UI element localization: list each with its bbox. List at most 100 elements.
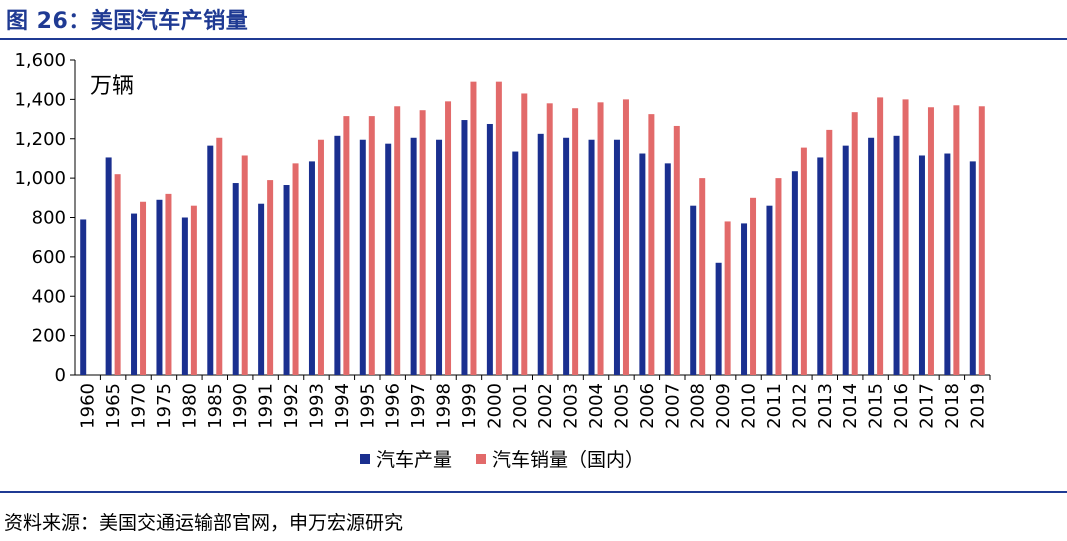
x-tick-label: 2017	[916, 383, 937, 429]
x-tick-label: 1995	[357, 383, 378, 429]
y-tick-label: 0	[55, 365, 66, 386]
chart-bars	[80, 81, 985, 375]
legend-swatch-production	[360, 453, 370, 464]
bar-production	[283, 185, 290, 375]
bar-sales	[775, 178, 782, 375]
legend-label-sales: 汽车销量（国内）	[492, 449, 645, 471]
x-tick-label: 2018	[942, 383, 963, 429]
bar-production	[969, 161, 976, 375]
y-tick-label: 600	[32, 247, 66, 268]
bar-production	[690, 205, 697, 375]
bar-sales	[953, 105, 960, 375]
x-tick-label: 1998	[434, 383, 455, 429]
x-tick-label: 1994	[332, 383, 353, 429]
x-tick-label: 1965	[103, 383, 124, 429]
legend-item-production: 汽车产量	[360, 445, 452, 472]
x-tick-label: 2000	[484, 383, 505, 429]
x-tick-label: 1996	[383, 383, 404, 429]
bar-production	[436, 139, 443, 375]
bar-production	[842, 145, 849, 375]
bar-production	[512, 151, 519, 375]
chart-labels: 0 200 400 600 800 1,000 1,200 1,400 1,600 1960 196…	[14, 50, 988, 429]
bar-sales	[343, 116, 350, 375]
bar-sales	[648, 114, 655, 375]
x-tick-label: 2009	[713, 383, 734, 429]
bar-sales	[902, 99, 909, 375]
bar-production	[207, 145, 214, 375]
bar-sales	[546, 103, 553, 375]
bar-production	[944, 153, 951, 375]
bar-sales	[445, 101, 452, 375]
bar-production	[156, 199, 163, 375]
bar-sales	[851, 112, 858, 375]
bar-production	[639, 153, 646, 375]
bar-sales	[267, 180, 274, 375]
x-tick-label: 2007	[662, 383, 683, 429]
bar-sales	[394, 106, 401, 375]
bar-sales	[241, 155, 248, 375]
bar-production	[80, 219, 87, 375]
x-tick-label: 1991	[256, 383, 277, 429]
bar-sales	[724, 221, 731, 375]
x-tick-label: 1970	[129, 383, 150, 429]
bar-sales	[419, 110, 426, 375]
bar-sales	[978, 106, 985, 375]
x-tick-label: 2008	[688, 383, 709, 429]
bar-production	[486, 123, 493, 375]
x-tick-label: 2011	[764, 383, 785, 429]
bar-sales	[114, 174, 121, 375]
bar-production	[766, 205, 773, 375]
y-tick-label: 200	[32, 326, 66, 347]
legend-swatch-sales	[476, 453, 487, 464]
x-tick-label: 2004	[586, 383, 607, 429]
x-tick-label: 2019	[967, 383, 988, 429]
x-tick-label: 1992	[281, 383, 302, 429]
bar-sales	[927, 107, 934, 375]
x-tick-label: 2015	[866, 383, 887, 429]
x-tick-label: 2002	[535, 383, 556, 429]
x-tick-label: 1975	[154, 383, 175, 429]
bar-production	[410, 137, 417, 375]
x-tick-label: 2010	[739, 383, 760, 429]
x-tick-label: 1980	[179, 383, 200, 429]
bar-sales	[190, 205, 197, 375]
x-tick-label: 2006	[637, 383, 658, 429]
bar-sales	[673, 125, 680, 375]
legend: 汽车产量 汽车销量（国内）	[360, 445, 668, 472]
y-tick-label: 1,200	[14, 129, 66, 150]
legend-item-sales: 汽车销量（国内）	[476, 445, 644, 472]
bar-sales	[292, 163, 299, 375]
bar-sales	[165, 193, 172, 375]
figure-title: 图 26：美国汽车产销量	[6, 9, 249, 34]
bar-production	[893, 135, 900, 375]
x-tick-label: 1997	[408, 383, 429, 429]
x-tick-label: 2003	[561, 383, 582, 429]
x-tick-label: 2012	[789, 383, 810, 429]
bar-production	[664, 163, 671, 375]
bar-sales	[622, 99, 629, 375]
bar-production	[308, 161, 315, 375]
source-note: 资料来源：美国交通运输部官网，申万宏源研究	[4, 512, 404, 534]
bar-production	[258, 203, 265, 375]
unit-label: 万辆	[90, 74, 135, 99]
bar-production	[715, 262, 722, 375]
bar-production	[563, 137, 570, 375]
bar-production	[334, 135, 341, 375]
bar-sales	[572, 108, 579, 375]
bar-sales	[317, 139, 324, 375]
x-tick-label: 1990	[230, 383, 251, 429]
y-tick-label: 1,400	[14, 89, 66, 110]
bar-production	[817, 157, 824, 375]
bar-production	[613, 139, 620, 375]
bar-production	[359, 139, 366, 375]
x-tick-label: 2014	[840, 383, 861, 429]
bar-sales	[800, 147, 807, 375]
bar-sales	[216, 137, 223, 375]
bar-sales	[140, 201, 147, 375]
bar-sales	[521, 93, 528, 375]
y-tick-label: 400	[32, 286, 66, 307]
bar-production	[105, 157, 112, 375]
x-tick-label: 1960	[78, 383, 99, 429]
bar-production	[868, 137, 875, 375]
bar-sales	[470, 81, 477, 375]
